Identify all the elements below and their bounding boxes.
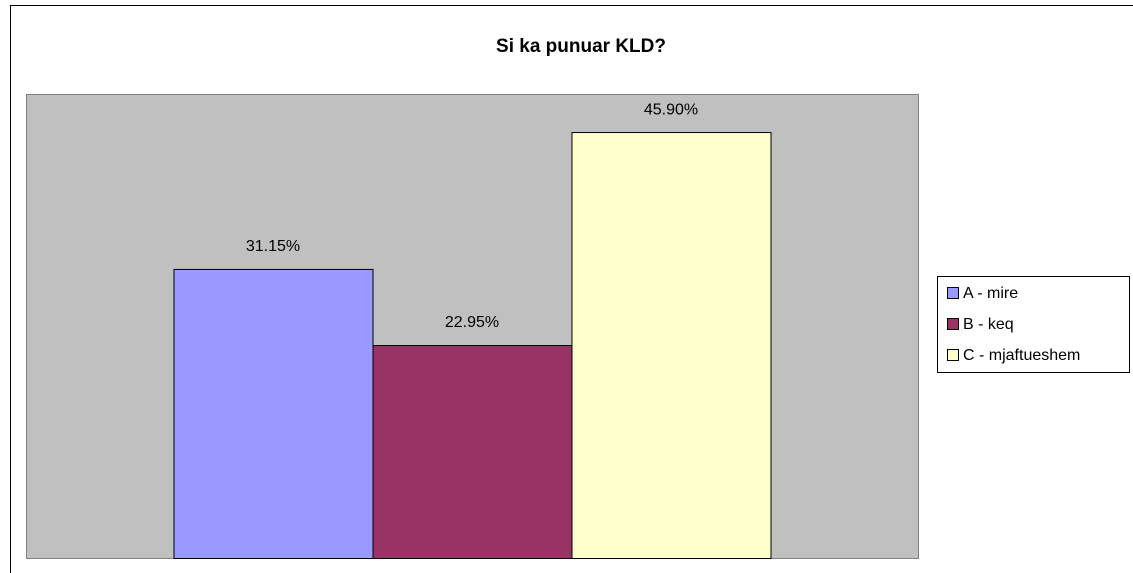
bar	[173, 268, 374, 559]
bar	[372, 345, 573, 559]
chart-title: Si ka punuar KLD?	[496, 36, 666, 57]
legend-label: B - keq	[963, 316, 1014, 333]
bar	[571, 132, 772, 559]
legend-label: A - mire	[963, 285, 1018, 302]
legend-swatch	[947, 318, 959, 330]
legend-swatch	[947, 287, 959, 299]
legend	[937, 276, 1130, 373]
data-label: 31.15%	[246, 238, 300, 255]
legend-swatch	[947, 349, 959, 361]
data-label: 22.95%	[445, 314, 499, 331]
legend-label: C - mjaftueshem	[963, 347, 1080, 364]
data-label: 45.90%	[644, 101, 698, 118]
